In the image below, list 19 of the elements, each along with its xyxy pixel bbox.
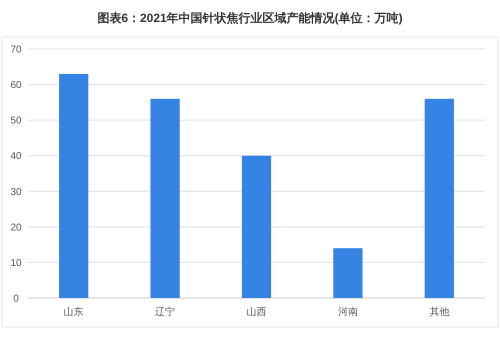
bar <box>59 74 88 298</box>
x-tick-label: 河南 <box>338 306 358 318</box>
y-tick-label: 70 <box>10 44 22 56</box>
x-tick-label: 山西 <box>246 306 266 318</box>
bar <box>333 248 363 298</box>
y-tick-label: 50 <box>10 116 22 127</box>
x-tick-label: 辽宁 <box>155 306 176 318</box>
y-tick-label: 0 <box>13 294 20 304</box>
y-tick-label: 20 <box>10 222 22 234</box>
y-tick-label: 10 <box>10 258 22 269</box>
y-tick-label: 30 <box>10 186 22 198</box>
bar <box>150 98 180 298</box>
bar <box>424 98 454 298</box>
y-tick-label: 60 <box>10 80 22 92</box>
x-tick-label: 其他 <box>429 306 450 318</box>
chart-title: 图表6：2021年中国针状焦行业区域产能情况(单位：万吨) <box>97 11 403 25</box>
bar <box>242 156 272 298</box>
y-tick-label: 40 <box>10 151 22 162</box>
x-tick-label: 山东 <box>64 306 84 318</box>
